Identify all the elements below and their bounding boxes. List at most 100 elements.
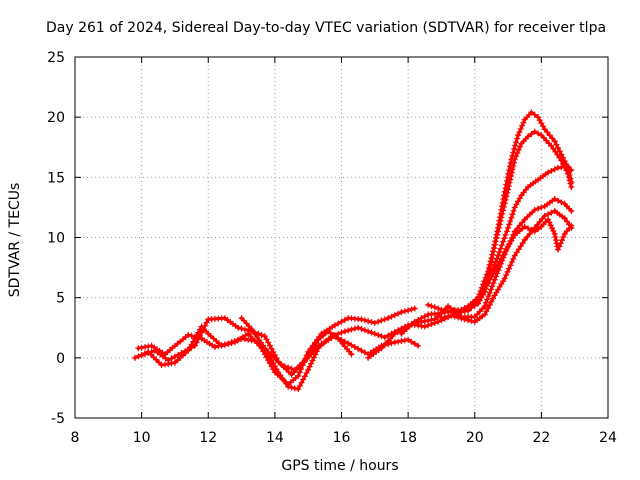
data-point <box>273 370 277 374</box>
data-point <box>549 144 553 148</box>
x-tick-label: 14 <box>266 430 284 446</box>
data-point <box>343 329 347 333</box>
data-point <box>539 225 543 229</box>
data-point <box>263 346 267 350</box>
data-point <box>249 327 254 331</box>
data-point <box>553 232 557 236</box>
data-point <box>566 166 570 170</box>
data-point <box>483 312 487 317</box>
data-point <box>506 226 510 230</box>
data-point <box>263 334 267 338</box>
data-point <box>150 344 154 348</box>
data-point <box>539 133 543 137</box>
data-point <box>239 316 244 320</box>
data-point <box>399 332 404 336</box>
y-tick-label: 0 <box>56 351 65 367</box>
data-point <box>503 276 507 281</box>
data-point <box>206 332 210 336</box>
y-axis-label: SDTVAR / TECUs <box>7 183 23 298</box>
series-arc-8 <box>438 109 575 322</box>
data-point <box>536 115 540 119</box>
data-point <box>289 373 294 377</box>
data-point <box>326 329 330 333</box>
data-point <box>236 326 240 330</box>
data-point <box>563 216 567 220</box>
data-point <box>133 356 137 360</box>
data-point <box>423 324 427 329</box>
data-point <box>223 316 227 320</box>
data-point <box>543 127 547 131</box>
data-point <box>459 315 464 319</box>
data-point <box>369 330 374 335</box>
data-point <box>413 306 417 311</box>
data-point <box>536 178 540 182</box>
data-point <box>466 308 470 312</box>
data-point <box>496 226 500 230</box>
data-point <box>569 209 573 213</box>
data-point <box>386 316 390 320</box>
chart-title: Day 261 of 2024, Sidereal Day-to-day VTE… <box>46 20 606 36</box>
data-point <box>516 133 520 137</box>
data-point <box>346 316 350 320</box>
data-point <box>329 334 334 338</box>
data-point <box>503 250 507 254</box>
x-axis-label: GPS time / hours <box>281 458 398 474</box>
data-point <box>526 134 530 139</box>
data-point <box>399 310 404 314</box>
data-point <box>493 293 497 297</box>
data-point <box>306 368 310 372</box>
series-arc-9 <box>471 216 575 306</box>
data-point <box>513 229 517 234</box>
x-tick-label: 22 <box>532 430 550 446</box>
data-point <box>140 353 144 358</box>
data-point <box>379 346 384 350</box>
data-point <box>296 374 300 378</box>
data-point <box>466 304 470 308</box>
data-point <box>436 320 440 324</box>
data-point <box>296 387 300 391</box>
data-point <box>366 352 370 356</box>
data-point <box>493 278 497 282</box>
data-point <box>239 336 244 341</box>
data-point <box>303 359 307 364</box>
series-markers <box>238 208 575 393</box>
data-point <box>533 229 537 234</box>
axis-ticks: 8 10 12 14 16 18 20 22 24 -5 0 5 10 15 20 25 <box>47 50 617 446</box>
data-point <box>349 352 354 356</box>
data-point <box>439 311 444 315</box>
data-point <box>533 208 537 212</box>
data-point <box>523 217 527 222</box>
data-point <box>193 344 197 348</box>
data-point <box>556 247 560 252</box>
series-arc-6 <box>398 163 575 337</box>
x-tick-label: 24 <box>599 430 617 446</box>
data-point <box>453 312 457 317</box>
data-point <box>253 339 257 343</box>
data-point <box>489 259 494 264</box>
y-tick-label: 5 <box>56 291 65 307</box>
data-point <box>546 170 550 175</box>
data-point <box>553 197 557 201</box>
x-tick-label: 10 <box>133 430 151 446</box>
series-arc-3 <box>138 315 422 378</box>
data-point <box>359 317 364 321</box>
data-point <box>569 223 573 228</box>
data-point <box>166 358 170 362</box>
data-point <box>543 214 547 218</box>
data-point <box>173 344 177 348</box>
data-point <box>446 304 450 308</box>
data-point <box>153 349 157 353</box>
data-point <box>483 304 487 308</box>
data-point <box>493 269 497 273</box>
data-point <box>559 152 563 157</box>
x-tick-label: 8 <box>71 430 80 446</box>
data-point <box>526 185 530 189</box>
data-point <box>513 157 517 161</box>
data-point <box>519 142 523 146</box>
data-point <box>503 190 507 194</box>
data-point <box>246 332 250 336</box>
data-point <box>563 232 567 236</box>
data-point <box>473 300 477 305</box>
data-point <box>523 225 527 229</box>
